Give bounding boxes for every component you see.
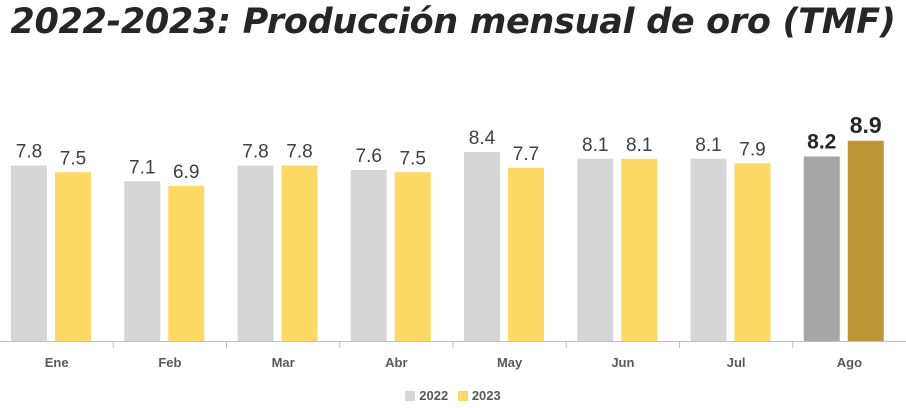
legend: 2022 2023 <box>0 388 906 404</box>
bar-2022-mar <box>237 165 274 341</box>
tick-label-feb: Feb <box>158 355 181 370</box>
bar-2023-feb <box>168 185 205 341</box>
tick-label-jul: Jul <box>727 355 746 370</box>
bar-2023-abr <box>394 172 431 341</box>
data-label-2023-jun: 8.1 <box>626 135 652 156</box>
legend-item-2023: 2023 <box>457 388 501 403</box>
tick-label-abr: Abr <box>385 355 407 370</box>
legend-label-2023: 2023 <box>471 388 501 403</box>
legend-swatch-2023 <box>457 390 468 401</box>
data-label-2022-ene: 7.8 <box>16 142 42 163</box>
data-label-2022-jul: 8.1 <box>695 135 721 156</box>
data-label-2023-jul: 7.9 <box>739 139 765 160</box>
bar-2022-ago <box>803 156 840 341</box>
data-label-2022-jun: 8.1 <box>582 135 608 156</box>
bar-2022-ene <box>11 165 47 341</box>
bar-2023-jul <box>734 163 771 341</box>
data-label-2022-may: 8.4 <box>469 128 496 149</box>
bar-2023-may <box>508 167 544 341</box>
legend-label-2022: 2022 <box>419 388 449 403</box>
chart-title: 2022-2023: Producción mensual de oro (TM… <box>10 2 896 42</box>
data-label-2023-ago: 8.9 <box>850 112 882 138</box>
legend-item-2022: 2022 <box>405 388 448 403</box>
legend-swatch-2022 <box>405 390 416 401</box>
data-label-2023-abr: 7.5 <box>400 148 426 169</box>
bar-2023-ago <box>847 140 884 341</box>
data-label-2022-feb: 7.1 <box>129 157 155 178</box>
tick-label-jun: Jun <box>611 355 634 370</box>
bar-2022-jul <box>690 158 727 341</box>
bar-2023-jun <box>621 158 658 341</box>
data-label-2023-feb: 6.9 <box>173 162 199 183</box>
tick-label-ago: Ago <box>837 355 862 370</box>
bar-2022-feb <box>124 181 161 341</box>
bar-2023-mar <box>281 165 318 341</box>
tick-label-ene: Ene <box>45 355 69 370</box>
bar-2023-ene <box>55 172 91 341</box>
bar-2022-may <box>464 152 500 341</box>
bar-2022-abr <box>350 170 387 341</box>
data-label-2023-may: 7.7 <box>513 144 539 165</box>
tick-label-mar: Mar <box>272 355 295 370</box>
data-label-2023-ene: 7.5 <box>60 148 86 169</box>
data-label-2022-mar: 7.8 <box>242 142 268 163</box>
data-label-2023-mar: 7.8 <box>286 142 312 163</box>
data-label-2022-ago: 8.2 <box>807 131 836 154</box>
bar-2022-jun <box>577 158 614 341</box>
data-label-2022-abr: 7.6 <box>356 146 382 167</box>
tick-label-may: May <box>497 355 523 370</box>
